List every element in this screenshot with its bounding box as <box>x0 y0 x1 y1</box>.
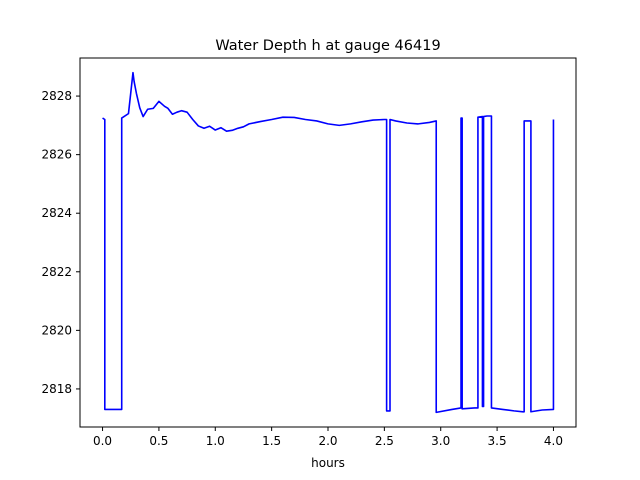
chart-title: Water Depth h at gauge 46419 <box>215 38 440 54</box>
x-tick-label: 4.0 <box>544 434 563 448</box>
x-axis-label: hours <box>311 456 345 470</box>
x-tick-label: 1.5 <box>262 434 281 448</box>
x-tick-label: 1.0 <box>206 434 225 448</box>
y-tick-label: 2826 <box>41 148 72 162</box>
x-tick-label: 3.5 <box>488 434 507 448</box>
x-axis: 0.0 0.5 1.0 1.5 2.0 2.5 3.0 3.5 4.0 <box>93 427 563 448</box>
y-tick-label: 2818 <box>41 382 72 396</box>
x-tick-label: 3.0 <box>431 434 450 448</box>
y-tick-label: 2820 <box>41 323 72 337</box>
y-tick-label: 2828 <box>41 89 72 103</box>
series-layer <box>102 71 555 414</box>
y-axis: 2818 2820 2822 2824 2826 2828 <box>41 89 80 396</box>
x-tick-label: 2.0 <box>318 434 337 448</box>
x-tick-label: 0.5 <box>149 434 168 448</box>
series-line <box>102 71 555 414</box>
y-tick-label: 2822 <box>41 265 72 279</box>
x-tick-label: 0.0 <box>93 434 112 448</box>
y-tick-label: 2824 <box>41 206 72 220</box>
x-tick-label: 2.5 <box>375 434 394 448</box>
